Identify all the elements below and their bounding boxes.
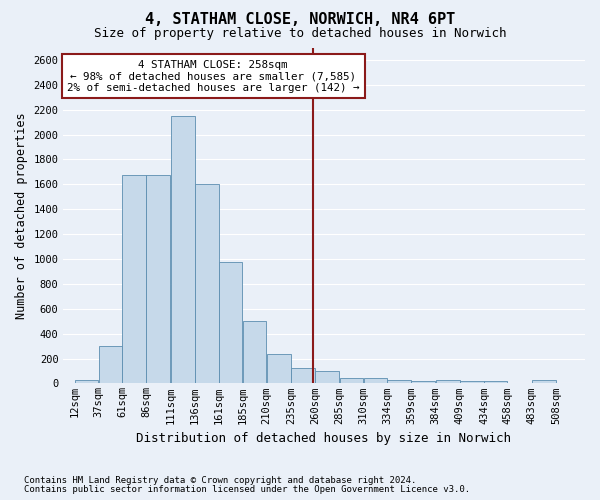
Bar (364, 378, 387, 384)
Bar (340, 378, 364, 384)
Bar (508, 383, 532, 384)
Bar (171, 116, 194, 384)
Bar (219, 262, 242, 384)
Bar (412, 381, 435, 384)
Y-axis label: Number of detached properties: Number of detached properties (15, 112, 28, 319)
Bar (556, 383, 580, 384)
Bar (74, 380, 98, 384)
X-axis label: Distribution of detached houses by size in Norwich: Distribution of detached houses by size … (136, 432, 511, 445)
Text: 4 STATHAM CLOSE: 258sqm
← 98% of detached houses are smaller (7,585)
2% of semi-: 4 STATHAM CLOSE: 258sqm ← 98% of detache… (67, 60, 359, 92)
Bar (532, 380, 556, 384)
Text: Size of property relative to detached houses in Norwich: Size of property relative to detached ho… (94, 28, 506, 40)
Bar (484, 381, 507, 384)
Bar (460, 381, 484, 384)
Text: 4, STATHAM CLOSE, NORWICH, NR4 6PT: 4, STATHAM CLOSE, NORWICH, NR4 6PT (145, 12, 455, 28)
Bar (316, 371, 339, 384)
Text: Contains HM Land Registry data © Crown copyright and database right 2024.: Contains HM Land Registry data © Crown c… (24, 476, 416, 485)
Bar (99, 346, 122, 384)
Bar (436, 380, 460, 384)
Bar (195, 184, 219, 384)
Bar (387, 380, 411, 384)
Bar (146, 175, 170, 384)
Text: Contains public sector information licensed under the Open Government Licence v3: Contains public sector information licen… (24, 485, 470, 494)
Bar (267, 354, 290, 384)
Bar (122, 175, 146, 384)
Bar (242, 321, 266, 384)
Bar (291, 368, 315, 384)
